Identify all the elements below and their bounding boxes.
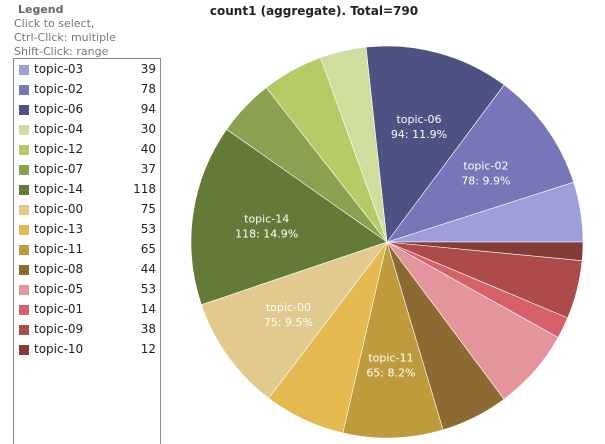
slice-label-name: topic-00 [266,301,311,314]
pie-slice-topic-14[interactable] [190,128,388,306]
legend-item-label: topic-12 [34,142,84,156]
legend-item-count: 75 [140,202,156,216]
legend-item-topic-13[interactable]: topic-13 53 [14,220,160,240]
legend-item-topic-03[interactable]: topic-03 39 [14,60,160,80]
legend-item-topic-04[interactable]: topic-04 30 [14,120,160,140]
legend-item-topic-12[interactable]: topic-12 40 [14,140,160,160]
pie-slice-topic-11[interactable] [342,240,444,439]
legend-swatch [19,225,29,235]
legend-hint-ctrl-click: Ctrl-Click: multiple [14,31,116,44]
legend-item-label: topic-06 [34,102,84,116]
legend-item-topic-00[interactable]: topic-00 75 [14,200,160,220]
legend-item-count: 30 [140,122,156,136]
slice-label-name: topic-06 [396,113,441,126]
legend-item-label: topic-07 [34,162,84,176]
slice-label-value: 75: 9.5% [264,316,313,329]
legend-item-count: 53 [140,222,156,236]
legend-item-label: topic-03 [34,62,84,76]
legend-item-count: 78 [140,82,156,96]
legend-item-count: 65 [140,242,156,256]
legend-swatch [19,285,29,295]
legend-item-topic-10[interactable]: topic-10 12 [14,340,160,360]
legend-item-count: 14 [140,302,156,316]
legend-item-count: 94 [140,102,156,116]
legend-item-count: 53 [140,282,156,296]
legend-title: Legend [18,3,64,16]
legend-item-count: 44 [140,262,156,276]
legend-swatch [19,245,29,255]
legend-item-count: 37 [140,162,156,176]
pie-slice-topic-10[interactable] [386,241,584,262]
slice-label-name: topic-14 [244,213,289,226]
slice-label-value: 118: 14.9% [235,228,298,241]
legend-swatch [19,165,29,175]
legend-swatch [19,345,29,355]
pie-slice-topic-06[interactable] [365,45,505,243]
legend-swatch [19,105,29,115]
legend-swatch [19,65,29,75]
legend-item-label: topic-13 [34,222,84,236]
legend-item-label: topic-14 [34,182,84,196]
legend-item-topic-14[interactable]: topic-14 118 [14,180,160,200]
legend-swatch [19,145,29,155]
legend-item-topic-02[interactable]: topic-02 78 [14,80,160,100]
legend-hint-click: Click to select, [14,17,95,30]
legend-item-topic-11[interactable]: topic-11 65 [14,240,160,260]
legend-item-label: topic-09 [34,322,84,336]
legend-swatch [19,85,29,95]
legend-item-label: topic-11 [34,242,84,256]
legend-item-label: topic-04 [34,122,84,136]
legend-item-count: 12 [140,342,156,356]
pie-slice-topic-00[interactable] [200,241,388,399]
legend-list: topic-03 39 topic-02 78 topic-06 94 topic-04 30… [13,58,161,444]
legend-item-topic-06[interactable]: topic-06 94 [14,100,160,120]
legend-item-count: 40 [140,142,156,156]
chart-title: count1 (aggregate). Total=790 [209,4,419,18]
legend-item-topic-01[interactable]: topic-01 14 [14,300,160,320]
legend-hint-shift-click: Shift-Click: range [14,45,109,58]
legend-item-label: topic-10 [34,342,84,356]
legend-item-label: topic-00 [34,202,84,216]
pie-slice-topic-02[interactable] [386,84,575,243]
legend-item-topic-08[interactable]: topic-08 44 [14,260,160,280]
legend-item-count: 39 [140,62,156,76]
slice-label-name: topic-02 [463,159,508,172]
legend-item-topic-05[interactable]: topic-05 53 [14,280,160,300]
legend-item-label: topic-05 [34,282,84,296]
legend-item-count: 118 [133,182,156,196]
legend-header: Legend Click to select, Ctrl-Click: mult… [14,3,164,59]
legend-swatch [19,205,29,215]
legend-swatch [19,125,29,135]
slice-label-value: 78: 9.9% [461,174,510,187]
legend-swatch [19,265,29,275]
slice-label-value: 94: 11.9% [391,128,447,141]
slice-label-name: topic-11 [368,352,413,365]
legend-item-label: topic-02 [34,82,84,96]
legend-item-label: topic-08 [34,262,84,276]
legend-swatch [19,185,29,195]
legend-item-count: 38 [140,322,156,336]
legend-swatch [19,305,29,315]
slice-label-value: 65: 8.2% [366,367,415,380]
legend-swatch [19,325,29,335]
legend-item-label: topic-01 [34,302,84,316]
legend-item-topic-07[interactable]: topic-07 37 [14,160,160,180]
legend-item-topic-09[interactable]: topic-09 38 [14,320,160,340]
